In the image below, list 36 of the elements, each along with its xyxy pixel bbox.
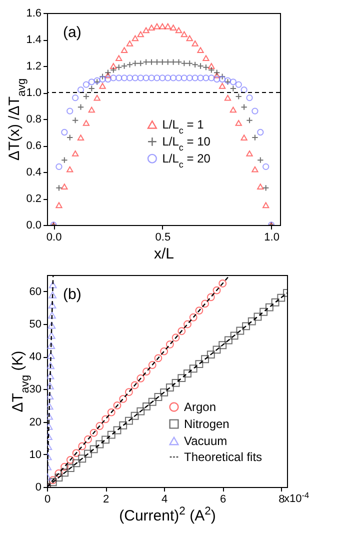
y-tick-label: 1.2 [26,60,42,72]
y-tick-label: 20 [29,416,42,428]
legend-label: L/L$_{c}$ = 1 [162,118,204,136]
x-tick-label: 4 [162,494,168,506]
y-tick-label: 1.6 [26,8,42,20]
annotation: (b) [63,286,82,303]
legend-label: Vacuum [184,434,228,448]
y-tick-label: 0.2 [26,193,42,205]
legend-label: Argon [184,400,216,414]
y-tick-label: 30 [29,384,42,396]
x-tick-label: 0.5 [155,232,171,244]
x-tick-label: 2 [102,494,110,506]
y-tick-label: 0.6 [26,140,42,152]
y-tick-label: 1.4 [26,34,42,46]
y-tick-label: 0.0 [26,220,42,232]
y-tick-label: 10 [29,448,42,461]
y-tick-label: 50 [29,318,42,330]
x-tick-label: 0 [44,494,51,506]
legend-label: L/L$_{c}$ = 10 [162,134,211,153]
y-tick-label: 0.4 [26,166,42,178]
x-axis-title: x/L [154,246,174,262]
text: x10$^{-4}$ [284,490,310,505]
y-tick-label: 1.0 [26,87,42,99]
y-tick-label: 0.8 [26,114,42,126]
x-tick-label: 8 [278,494,285,506]
y-tick-label: 60 [29,286,42,298]
y-tick-label: 0 [35,482,42,494]
legend-label: Theoretical fits [184,450,262,464]
y-tick-label: 40 [29,351,42,364]
x-tick-label: 0.0 [46,232,62,244]
x-tick-label: 1.0 [264,232,280,244]
legend-label: L/L$_{c}$ = 20 [162,152,211,170]
x-axis-title: (Current)$^{2}$ (A$^{2}$) [119,506,216,524]
x-tick-label: 6 [220,494,226,506]
annotation: (a) [63,24,82,41]
legend-label: Nitrogen [184,417,230,431]
